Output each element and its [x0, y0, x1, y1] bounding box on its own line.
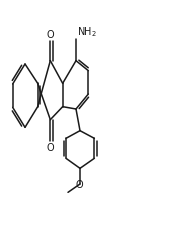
Text: O: O: [46, 142, 54, 153]
Text: NH$_2$: NH$_2$: [77, 25, 97, 39]
Text: O: O: [46, 30, 54, 40]
Text: O: O: [76, 179, 83, 189]
